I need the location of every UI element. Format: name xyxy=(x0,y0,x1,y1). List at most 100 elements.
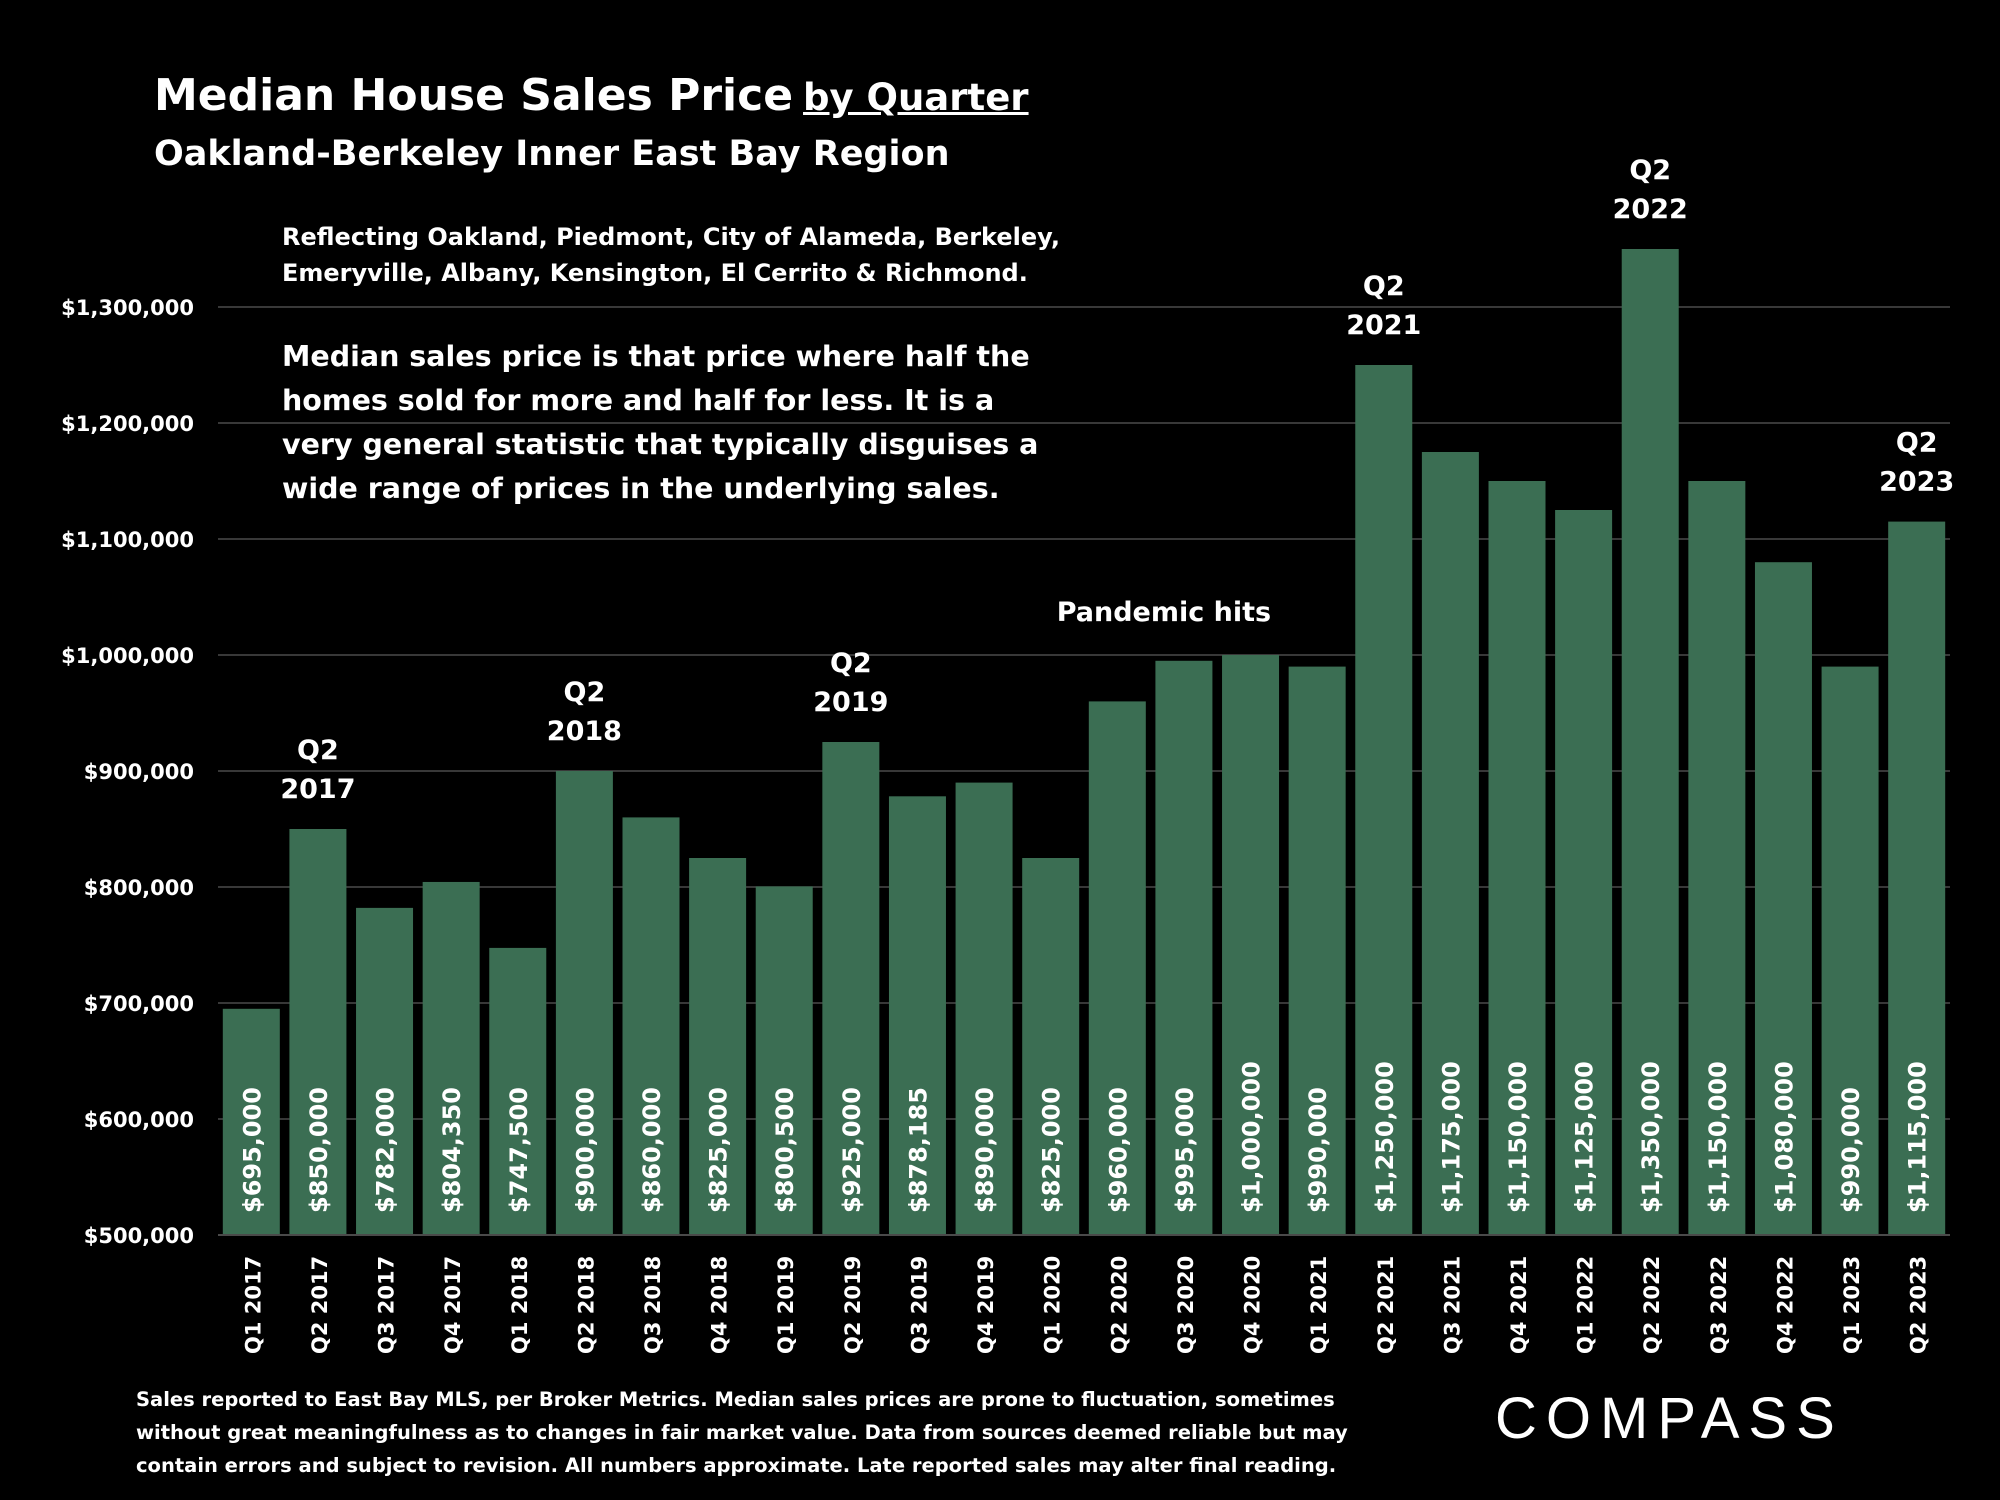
bar-value-label: $1,150,000 xyxy=(1504,1061,1532,1213)
x-tick-label: Q1 2023 xyxy=(1840,1256,1864,1354)
bar xyxy=(622,817,680,1235)
bar-value-label: $990,000 xyxy=(1304,1087,1332,1213)
bar xyxy=(1088,701,1146,1235)
bar xyxy=(822,742,880,1235)
bar xyxy=(1155,660,1213,1235)
x-tick-label: Q1 2019 xyxy=(774,1256,798,1354)
y-tick-label: $1,200,000 xyxy=(61,412,194,436)
bar-value-label: $782,000 xyxy=(372,1087,400,1213)
x-tick-label: Q2 2021 xyxy=(1374,1256,1398,1354)
bar-value-label: $890,000 xyxy=(971,1087,999,1213)
bar-annotation: 2017 xyxy=(280,774,355,805)
y-tick-label: $1,100,000 xyxy=(61,528,194,552)
x-tick-label: Q4 2022 xyxy=(1773,1256,1797,1354)
bar-value-label: $1,350,000 xyxy=(1637,1061,1665,1213)
region-note: Reflecting Oakland, Piedmont, City of Al… xyxy=(282,219,1060,291)
bar xyxy=(1355,365,1413,1235)
x-tick-label: Q3 2020 xyxy=(1174,1256,1198,1354)
y-tick-label: $500,000 xyxy=(84,1224,194,1248)
bar-annotation: Q2 xyxy=(297,735,339,766)
region-note-line: Emeryville, Albany, Kensington, El Cerri… xyxy=(282,259,1028,287)
bar-value-label: $878,185 xyxy=(904,1087,932,1213)
x-tick-label: Q1 2018 xyxy=(508,1256,532,1354)
bar-value-label: $1,115,000 xyxy=(1904,1061,1932,1213)
x-tick-label: Q2 2023 xyxy=(1907,1256,1931,1354)
bar xyxy=(1821,666,1879,1235)
definition-note: Median sales price is that price where h… xyxy=(282,335,1038,511)
bar-value-label: $925,000 xyxy=(838,1087,866,1213)
bar-annotation: 2019 xyxy=(813,687,888,718)
definition-note-line: homes sold for more and half for less. I… xyxy=(282,384,995,417)
x-tick-label: Q4 2018 xyxy=(708,1256,732,1354)
bar xyxy=(489,947,547,1235)
bar-annotation: 2022 xyxy=(1613,194,1688,225)
bar xyxy=(1555,510,1613,1235)
disclaimer-line: contain errors and subject to revision. … xyxy=(136,1454,1337,1477)
bar xyxy=(289,829,347,1235)
bar-value-label: $995,000 xyxy=(1171,1087,1199,1213)
bar-value-label: $1,175,000 xyxy=(1437,1061,1465,1213)
definition-note-line: Median sales price is that price where h… xyxy=(282,340,1030,373)
chart-title-suffix: by Quarter xyxy=(803,76,1029,119)
x-tick-label: Q4 2017 xyxy=(441,1256,465,1354)
bar xyxy=(1488,481,1546,1235)
bar-annotation: Q2 xyxy=(564,677,606,708)
x-tick-label: Q2 2020 xyxy=(1107,1256,1131,1354)
disclaimer-line: without great meaningfulness as to chang… xyxy=(136,1421,1348,1444)
bar-value-label: $990,000 xyxy=(1837,1087,1865,1213)
bar xyxy=(356,907,414,1235)
x-tick-label: Q3 2018 xyxy=(641,1256,665,1354)
bar xyxy=(888,796,946,1235)
x-tick-label: Q2 2019 xyxy=(841,1256,865,1354)
bar-value-label: $1,080,000 xyxy=(1770,1061,1798,1213)
chart-title-main: Median House Sales Price xyxy=(154,70,794,121)
disclaimer: Sales reported to East Bay MLS, per Brok… xyxy=(136,1383,1348,1482)
y-tick-label: $1,000,000 xyxy=(61,644,194,668)
bar-value-label: $1,000,000 xyxy=(1238,1061,1266,1213)
bar xyxy=(1888,521,1946,1235)
bar-value-label: $800,500 xyxy=(771,1087,799,1213)
bar xyxy=(955,782,1013,1235)
bar-value-label: $825,000 xyxy=(705,1087,733,1213)
definition-note-line: very general statistic that typically di… xyxy=(282,428,1039,461)
bar-value-label: $1,250,000 xyxy=(1371,1061,1399,1213)
bar-value-label: $825,000 xyxy=(1038,1087,1066,1213)
disclaimer-line: Sales reported to East Bay MLS, per Brok… xyxy=(136,1388,1335,1411)
bar xyxy=(555,771,613,1235)
x-tick-label: Q1 2022 xyxy=(1574,1256,1598,1354)
bar-value-label: $960,000 xyxy=(1104,1087,1132,1213)
bar xyxy=(1288,666,1346,1235)
bar-annotation: Q2 xyxy=(1896,428,1938,459)
chart-subtitle: Oakland-Berkeley Inner East Bay Region xyxy=(154,134,950,174)
bar-value-label: $900,000 xyxy=(571,1087,599,1213)
x-tick-label: Q4 2020 xyxy=(1241,1256,1265,1354)
y-tick-label: $900,000 xyxy=(84,760,194,784)
bar xyxy=(1022,858,1080,1235)
bar xyxy=(222,1008,280,1235)
bar xyxy=(1688,481,1746,1235)
bar-annotation: Pandemic hits xyxy=(1057,597,1271,628)
x-tick-label: Q3 2019 xyxy=(907,1256,931,1354)
x-tick-label: Q1 2021 xyxy=(1307,1256,1331,1354)
chart-title: Median House Sales Price by Quarter xyxy=(154,70,1029,121)
bar-value-label: $1,125,000 xyxy=(1571,1061,1599,1213)
x-tick-label: Q4 2021 xyxy=(1507,1256,1531,1354)
bar-value-label: $747,500 xyxy=(505,1087,533,1213)
x-tick-label: Q4 2019 xyxy=(974,1256,998,1354)
y-tick-label: $1,300,000 xyxy=(61,296,194,320)
bar xyxy=(422,881,480,1235)
bar-value-label: $860,000 xyxy=(638,1087,666,1213)
definition-note-line: wide range of prices in the underlying s… xyxy=(282,472,1000,505)
bar-annotation: 2021 xyxy=(1346,310,1421,341)
y-tick-label: $800,000 xyxy=(84,876,194,900)
bar xyxy=(689,858,747,1235)
x-tick-label: Q2 2018 xyxy=(574,1256,598,1354)
bar-value-label: $850,000 xyxy=(305,1087,333,1213)
bar-annotation: 2023 xyxy=(1879,467,1954,498)
bar-value-label: $695,000 xyxy=(238,1087,266,1213)
bar-annotation: 2018 xyxy=(547,716,622,747)
x-tick-label: Q1 2017 xyxy=(241,1256,265,1354)
bar xyxy=(755,886,813,1235)
bar-annotation: Q2 xyxy=(830,648,872,679)
